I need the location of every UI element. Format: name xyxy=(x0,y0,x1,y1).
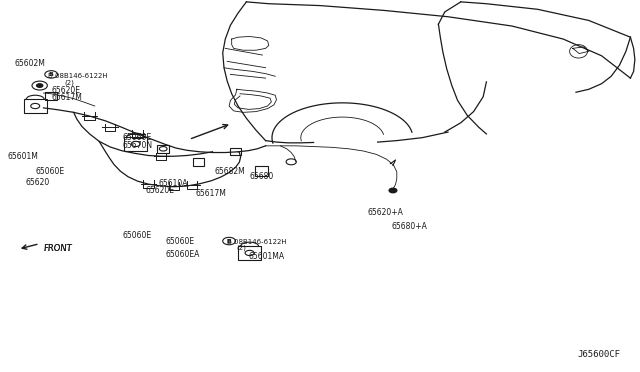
Text: 65602M: 65602M xyxy=(14,59,45,68)
Text: 65060E: 65060E xyxy=(123,133,152,142)
Text: B 08B146-6122H: B 08B146-6122H xyxy=(227,239,287,245)
Text: 65617M: 65617M xyxy=(51,93,82,102)
Text: 65680+A: 65680+A xyxy=(392,222,428,231)
Text: 65620: 65620 xyxy=(26,178,50,187)
Bar xyxy=(24,99,47,113)
Bar xyxy=(238,246,261,260)
Circle shape xyxy=(389,188,397,193)
Text: 65601M: 65601M xyxy=(8,152,38,161)
Text: B: B xyxy=(49,72,54,77)
Bar xyxy=(45,92,57,100)
Bar xyxy=(193,158,204,166)
Bar xyxy=(255,166,268,176)
Bar xyxy=(124,137,147,151)
Text: (2): (2) xyxy=(64,79,74,86)
Text: 65601MA: 65601MA xyxy=(248,252,284,261)
Text: 65620E: 65620E xyxy=(51,86,80,95)
Bar xyxy=(157,145,169,153)
Text: FRONT: FRONT xyxy=(44,244,72,253)
Text: 65610A: 65610A xyxy=(159,179,188,187)
Text: 65680: 65680 xyxy=(250,172,274,181)
Text: B: B xyxy=(227,238,232,244)
Circle shape xyxy=(36,84,43,87)
Text: (2): (2) xyxy=(237,245,246,251)
Text: J65600CF: J65600CF xyxy=(578,350,621,359)
Text: 65620+A: 65620+A xyxy=(368,208,404,217)
Text: 65670N: 65670N xyxy=(123,141,153,150)
Text: 65620E: 65620E xyxy=(146,186,175,195)
Text: 65617M: 65617M xyxy=(195,189,226,198)
Text: 65060EA: 65060EA xyxy=(165,250,200,259)
Text: 65060E: 65060E xyxy=(123,231,152,240)
Bar xyxy=(230,148,241,155)
Text: B 08B146-6122H: B 08B146-6122H xyxy=(48,73,108,79)
Text: 65682M: 65682M xyxy=(214,167,245,176)
Text: 65060E: 65060E xyxy=(165,237,195,246)
Text: FRONT: FRONT xyxy=(44,244,72,253)
Text: 65060E: 65060E xyxy=(35,167,65,176)
